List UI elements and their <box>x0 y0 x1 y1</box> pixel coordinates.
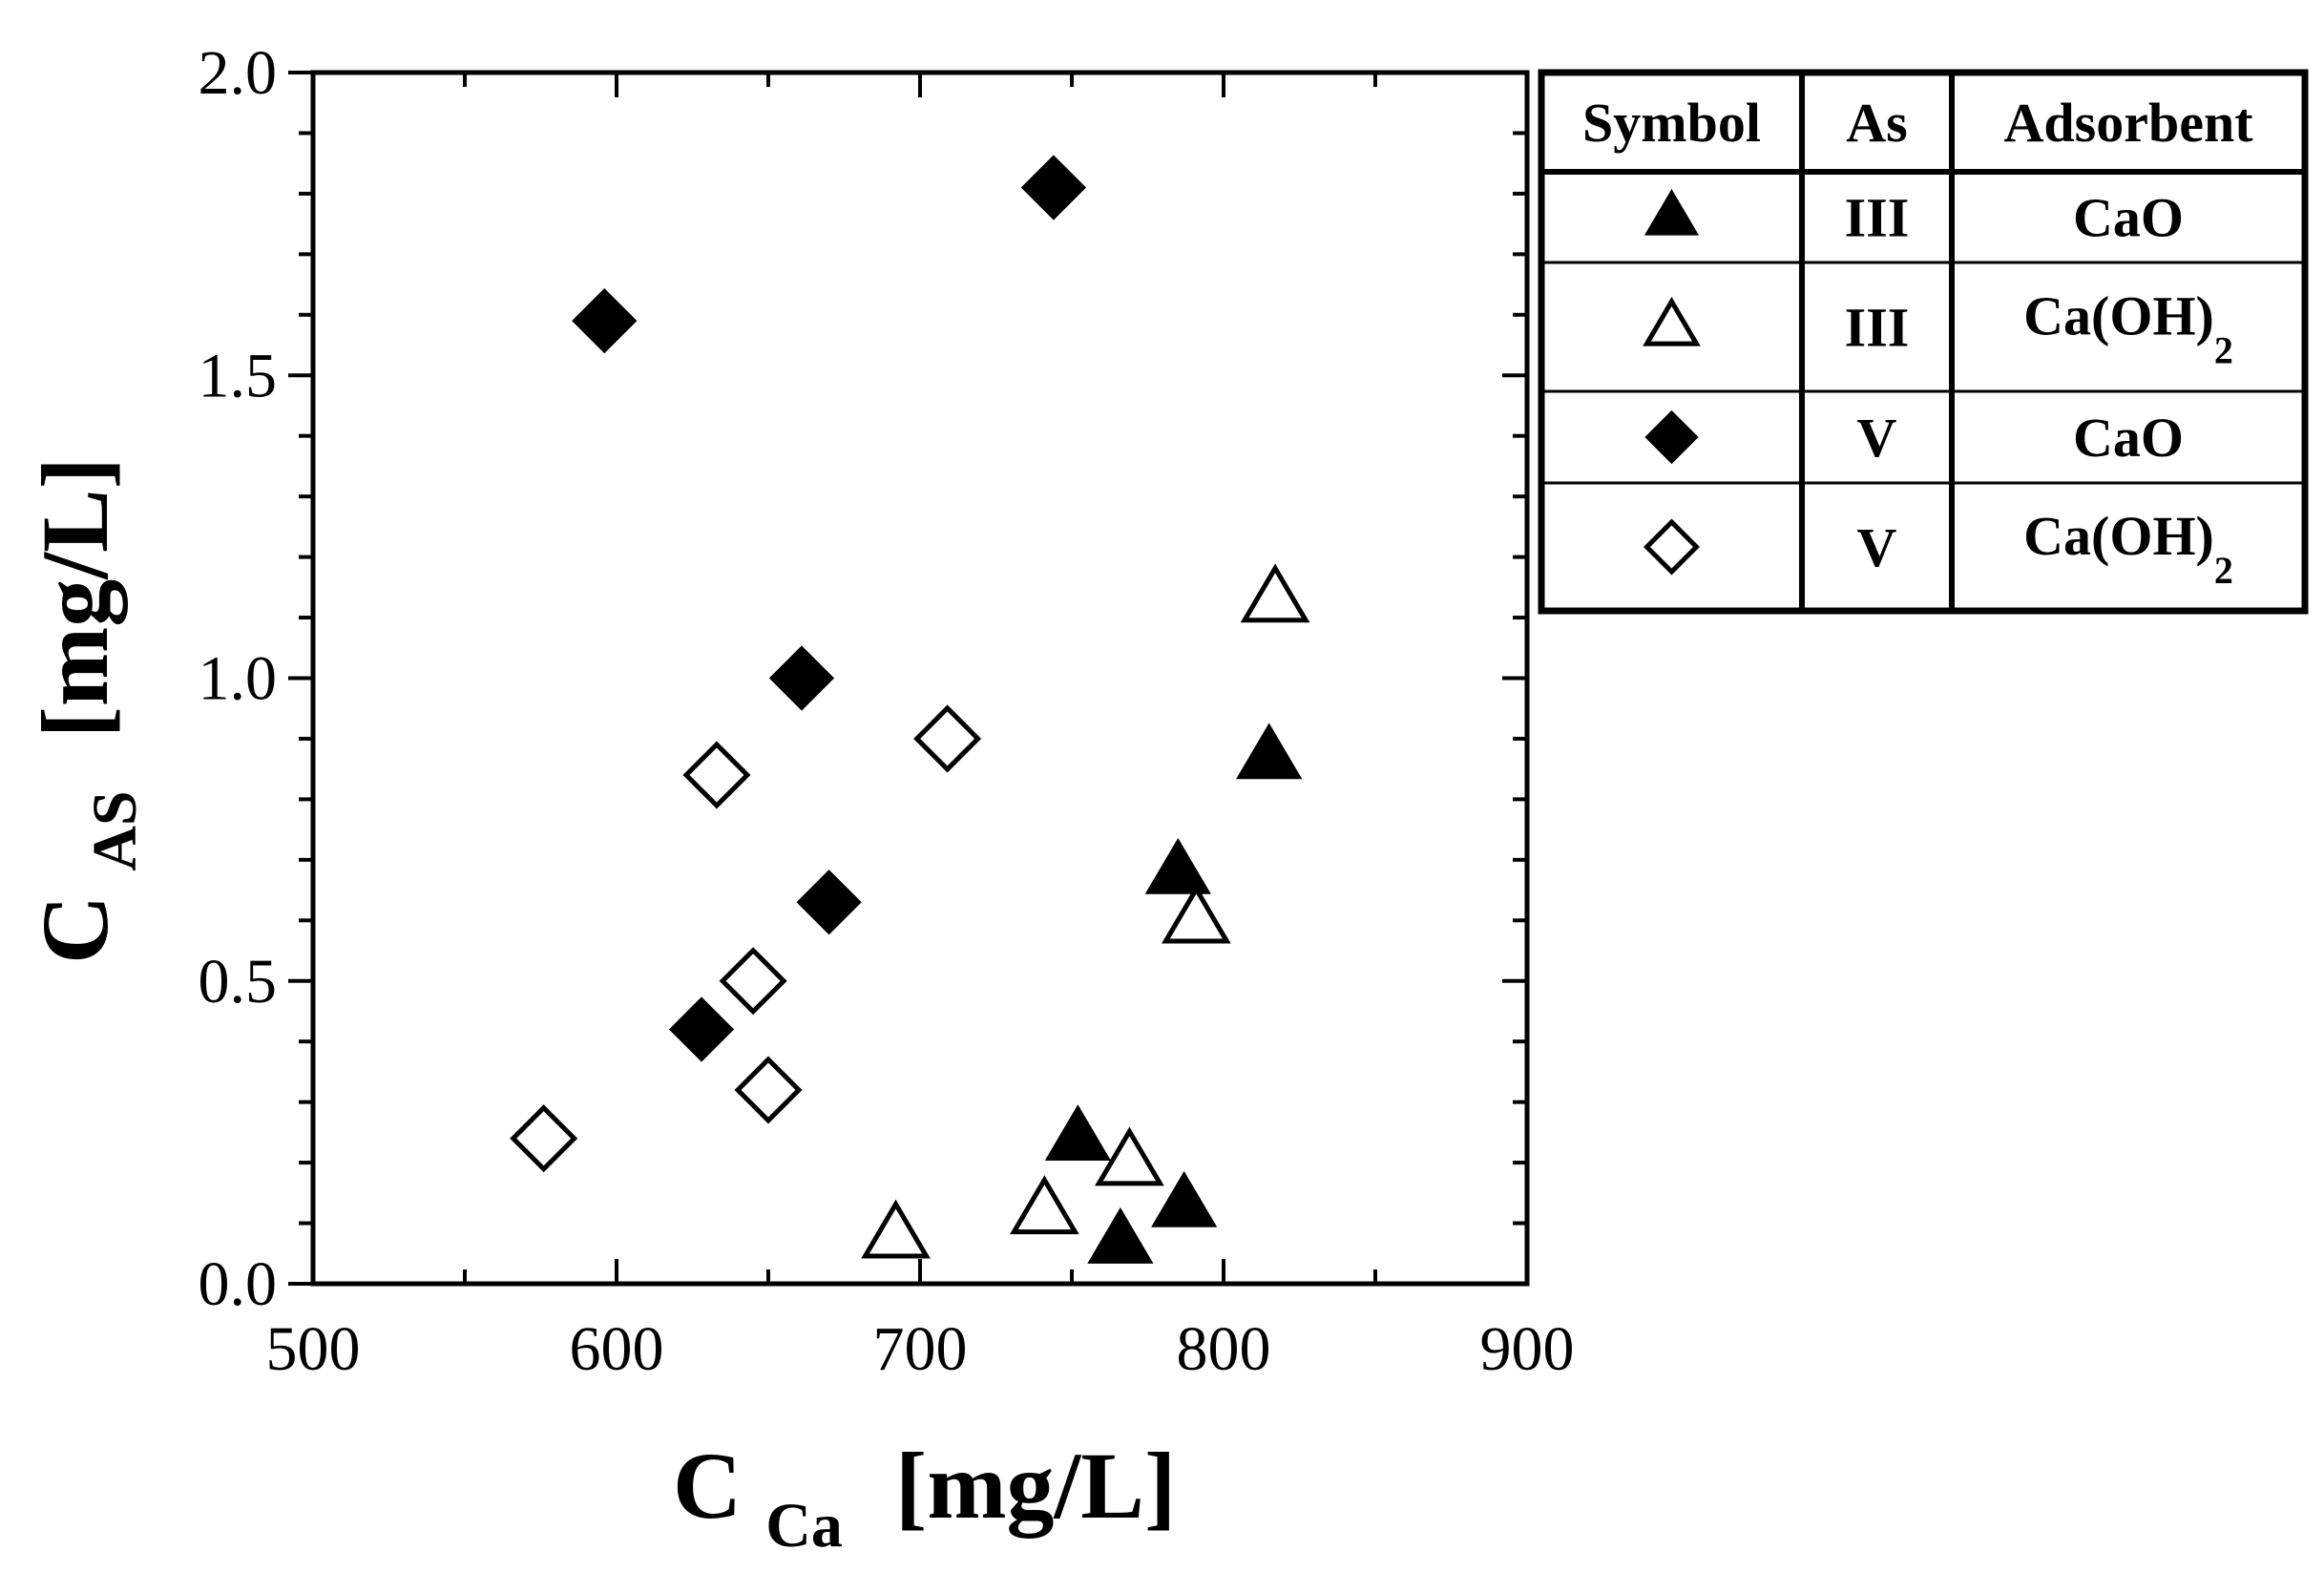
diamond-filled-marker <box>796 870 862 935</box>
diamond-open-marker <box>734 1056 803 1124</box>
legend-as-value: V <box>1857 407 1897 469</box>
diamond-filled-marker <box>668 996 735 1062</box>
diamond-open-marker <box>1643 518 1701 576</box>
triangle-open-marker <box>861 1199 931 1259</box>
x-axis-title: C Ca [mg/L] <box>673 1433 1176 1567</box>
y-axis-title-sub: AS <box>80 790 150 870</box>
y-tick-label: 2.0 <box>199 38 278 108</box>
triangle-filled-marker <box>1144 837 1211 894</box>
triangle-filled-marker <box>1644 189 1700 236</box>
triangle-open-marker <box>1010 1175 1079 1235</box>
legend-adsorbent-main: Ca(OH) <box>2023 285 2214 347</box>
x-tick-label: 700 <box>873 1314 968 1384</box>
x-tick-label: 600 <box>570 1314 664 1384</box>
x-axis-title-sub: Ca <box>765 1491 843 1561</box>
diamond-open-marker <box>913 704 982 773</box>
legend-as-value: V <box>1857 516 1897 578</box>
legend-adsorbent: CaO <box>2073 407 2184 469</box>
x-tick-label: 500 <box>266 1314 361 1384</box>
triangle-open-marker <box>1643 297 1701 346</box>
diamond-open-marker <box>510 1104 578 1173</box>
x-axis-title-unit: [mg/L] <box>895 1433 1176 1539</box>
triangle-open-marker <box>1240 563 1310 623</box>
triangle-filled-marker <box>1044 1104 1111 1161</box>
legend-header: As <box>1846 92 1907 154</box>
triangle-filled-marker <box>1236 723 1303 780</box>
legend-adsorbent-main: CaO <box>2073 407 2184 469</box>
legend-as-value: III <box>1845 187 1910 249</box>
triangle-filled-marker <box>1151 1170 1218 1227</box>
legend-adsorbent-main: CaO <box>2073 187 2184 249</box>
triangle-open-marker <box>1095 1126 1164 1186</box>
diamond-filled-marker <box>1644 409 1699 465</box>
legend-adsorbent-main: Ca(OH) <box>2023 505 2214 567</box>
triangle-filled-marker <box>1087 1206 1154 1264</box>
diamond-filled-marker <box>1020 155 1087 220</box>
y-tick-label: 1.5 <box>199 341 278 410</box>
axis-tick-labels: 500 600 700 800 900 0.0 0.5 1.0 1.5 2.0 <box>199 38 1575 1384</box>
triangle-open-marker <box>1162 884 1231 944</box>
y-tick-label: 0.0 <box>199 1249 278 1319</box>
diamond-open-marker <box>682 741 751 809</box>
y-tick-label: 0.5 <box>199 947 278 1017</box>
x-axis-title-main: C <box>673 1433 742 1539</box>
y-axis-title: C AS [mg/L] <box>22 457 157 964</box>
diamond-filled-marker <box>768 645 835 711</box>
data-points <box>510 155 1310 1264</box>
legend-adsorbent: Ca(OH)2 <box>2023 505 2233 592</box>
legend-adsorbent-sub: 2 <box>2214 549 2233 592</box>
diamond-filled-marker <box>572 288 638 354</box>
x-tick-label: 900 <box>1480 1314 1575 1384</box>
legend-adsorbent: Ca(OH)2 <box>2023 285 2233 372</box>
legend-header: Symbol <box>1582 92 1761 154</box>
legend-as-value: III <box>1845 297 1910 359</box>
y-axis-title-main: C <box>22 895 128 964</box>
x-tick-label: 800 <box>1177 1314 1271 1384</box>
legend-header: Adsorbent <box>2003 92 2253 154</box>
y-axis-title-unit: [mg/L] <box>22 457 128 738</box>
diamond-open-marker <box>719 947 787 1016</box>
legend-adsorbent-sub: 2 <box>2214 329 2233 372</box>
legend-adsorbent: CaO <box>2073 187 2184 249</box>
axis-ticks <box>288 71 1529 1286</box>
y-tick-label: 1.0 <box>199 644 278 714</box>
